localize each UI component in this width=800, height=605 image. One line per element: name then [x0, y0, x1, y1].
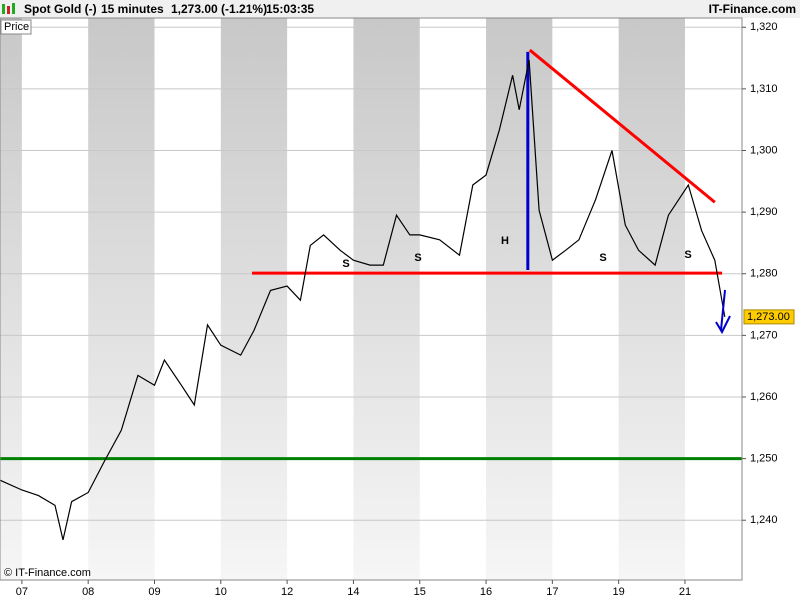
pattern-label: S: [684, 249, 691, 261]
pattern-label: S: [342, 258, 349, 270]
session-band: [618, 18, 685, 580]
series-tag-box: [0, 19, 32, 35]
icon: [7, 6, 10, 14]
y-tick-label: 1,290: [750, 206, 778, 218]
time: 15:03:35: [266, 2, 314, 16]
y-tick-label: 1,320: [750, 21, 778, 33]
pattern-label: S: [414, 252, 421, 264]
session-band: [486, 18, 553, 580]
x-tick-label: 14: [347, 586, 359, 598]
session-band: [353, 18, 420, 580]
x-tick-label: 21: [679, 586, 691, 598]
session-band: [0, 18, 22, 580]
quote: 1,273.00 (-1.21%): [171, 2, 267, 16]
trend-line: [528, 48, 716, 204]
last-price-box: [743, 309, 795, 325]
projection-arrow: [715, 289, 731, 335]
x-tick-label: 09: [148, 586, 160, 598]
y-tick-label: 1,310: [750, 83, 778, 95]
plot: H S S S S: [0, 18, 742, 580]
y-tick-label: 1,240: [750, 514, 778, 526]
series-tag: Price: [4, 21, 29, 33]
x-tick-label: 12: [281, 586, 293, 598]
copyright: © IT-Finance.com: [4, 567, 91, 579]
icon: [2, 4, 5, 14]
pattern-label: H: [501, 235, 509, 247]
pattern-label: S: [599, 252, 606, 264]
plot-frame: [0, 17, 743, 581]
interval: 15 minutes: [101, 2, 164, 16]
y-tick-label: 1,280: [750, 268, 778, 280]
y-tick-label: 1,260: [750, 391, 778, 403]
x-tick-label: 08: [82, 586, 94, 598]
price-line: [0, 59, 726, 541]
y-tick-label: 1,300: [750, 144, 778, 156]
x-tick-label: 17: [546, 586, 558, 598]
last-price-label: 1,273.00: [747, 311, 790, 323]
x-tick-label: 15: [414, 586, 426, 598]
symbol: Spot Gold (-): [24, 2, 97, 16]
brand: IT-Finance.com: [709, 2, 796, 16]
header-bar: [0, 0, 800, 18]
x-tick-label: 07: [16, 586, 28, 598]
x-tick-label: 16: [480, 586, 492, 598]
x-tick-label: 10: [215, 586, 227, 598]
y-tick-label: 1,250: [750, 453, 778, 465]
session-band: [220, 18, 288, 580]
y-tick-label: 1,270: [750, 329, 778, 341]
icon: [12, 3, 15, 14]
x-tick-label: 19: [613, 586, 625, 598]
session-band: [88, 18, 155, 580]
